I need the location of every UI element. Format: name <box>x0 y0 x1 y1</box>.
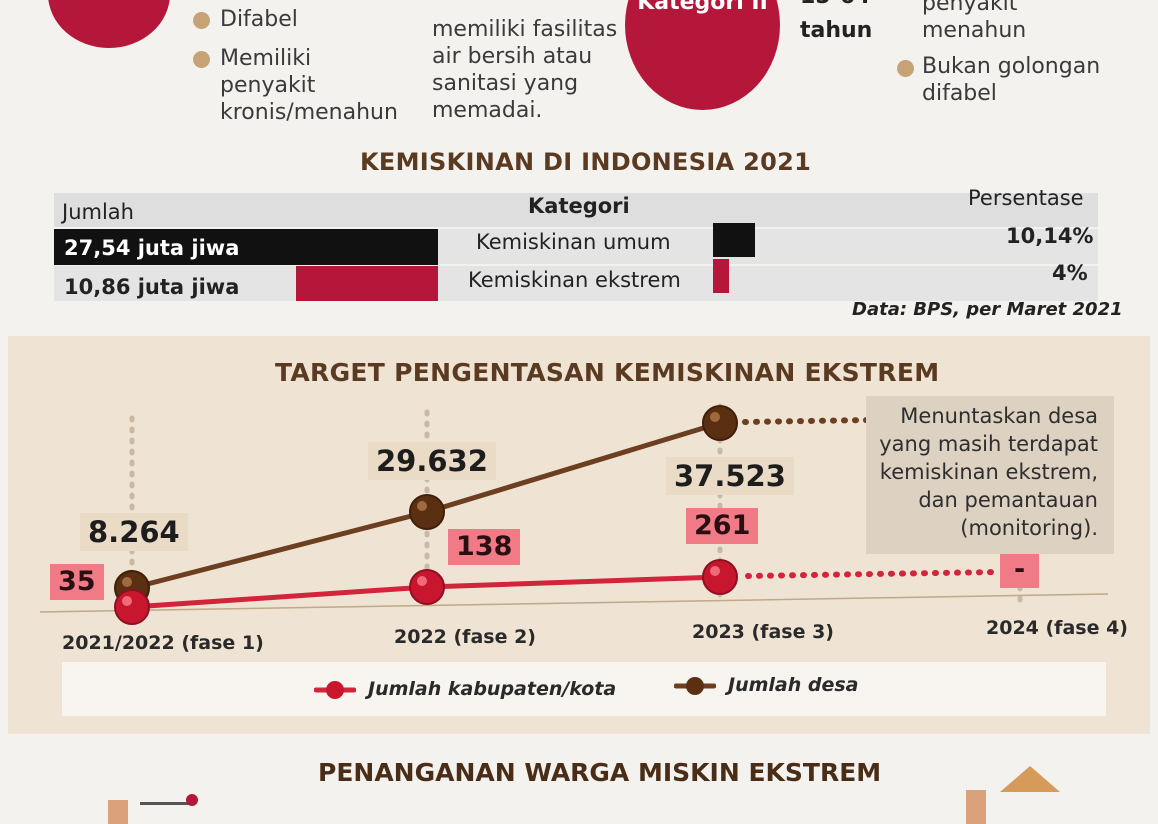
kab-point-highlight <box>417 576 427 586</box>
kab-label-4: - <box>1000 552 1040 588</box>
right-bullet-2: Bukan golongan difabel <box>922 54 1101 106</box>
bullet-dot <box>193 51 210 68</box>
left-bullet-2: Memiliki penyakit kronis/menahun <box>220 46 398 125</box>
annotation-line: yang masih terdapat <box>879 432 1098 456</box>
x-tick-label: 2023 (fase 3) <box>692 621 834 643</box>
bottom-house-icon <box>1000 766 1060 792</box>
legend-marker-kab <box>314 681 356 699</box>
right-bullet-1: penyakit menahun <box>922 0 1027 43</box>
bottom-number-icon <box>108 800 128 824</box>
table-source: Data: BPS, per Maret 2021 <box>852 299 1123 320</box>
kab-label-1: 35 <box>50 564 104 600</box>
desa-point <box>409 494 445 530</box>
kab-point-highlight <box>122 596 132 606</box>
table-row <box>54 266 1098 301</box>
chart-title: TARGET PENGENTASAN KEMISKINAN EKSTREM <box>275 358 940 387</box>
annotation-line: dan pemantauan <box>918 488 1098 512</box>
desa-label-3: 37.523 <box>666 457 794 495</box>
jumlah-bar <box>296 266 438 301</box>
desa-projection-line <box>742 417 873 425</box>
middle-line-2: air bersih atau <box>432 44 593 69</box>
jumlah-bar <box>54 229 438 265</box>
annotation-box: Menuntaskan desa yang masih terdapat kem… <box>866 396 1114 554</box>
section-title: PENANGANAN WARGA MISKIN EKSTREM <box>318 758 882 787</box>
bottom-line-icon <box>140 802 192 805</box>
persentase-bar <box>713 259 729 293</box>
x-axis-line <box>39 593 1109 613</box>
legend-label-desa: Jumlah desa <box>728 674 859 696</box>
middle-line-3: sanitasi yang <box>432 71 579 96</box>
bullet-dot <box>193 12 210 29</box>
left-bullet-1: Difabel <box>220 7 298 32</box>
kab-projection-line <box>745 569 1003 579</box>
category-circle-label: Kategori II <box>637 0 768 15</box>
legend-label-kab: Jumlah kabupaten/kota <box>368 678 617 700</box>
kab-label-3: 261 <box>686 508 759 544</box>
annotation-line: kemiskinan ekstrem, <box>879 460 1098 484</box>
kab-point <box>702 559 738 595</box>
desa-label-2: 29.632 <box>368 442 496 480</box>
desa-point <box>702 405 738 441</box>
kab-label-2: 138 <box>448 529 521 565</box>
kab-point-highlight <box>710 566 720 576</box>
kab-point <box>409 569 445 605</box>
annotation-line: Menuntaskan desa <box>900 404 1098 428</box>
x-tick-label: 2022 (fase 2) <box>394 626 536 648</box>
desa-label-1: 8.264 <box>80 513 188 551</box>
table-title: KEMISKINAN DI INDONESIA 2021 <box>360 148 812 176</box>
middle-line-4: memadai. <box>432 98 543 123</box>
header-persentase: Persentase <box>968 186 1084 210</box>
kab-point <box>114 589 150 625</box>
jumlah-value: 27,54 juta jiwa <box>64 236 240 260</box>
jumlah-value: 10,86 juta jiwa <box>64 275 240 299</box>
x-tick-label: 2024 (fase 4) <box>986 617 1128 639</box>
bullet-dot <box>897 60 914 77</box>
desa-point-highlight <box>710 412 720 422</box>
persentase-bar <box>713 223 755 257</box>
bottom-number-icon <box>966 790 986 824</box>
annotation-line: (monitoring). <box>960 516 1098 540</box>
age-unit: tahun <box>800 18 873 43</box>
bottom-pin-icon <box>186 794 198 806</box>
persentase-value: 4% <box>1052 261 1088 285</box>
middle-line-1: memiliki fasilitas <box>432 17 618 42</box>
x-tick-label: 2021/2022 (fase 1) <box>62 632 264 654</box>
persentase-value: 10,14% <box>1006 224 1094 248</box>
chart-legend: Jumlah kabupaten/kota Jumlah desa <box>62 662 1106 716</box>
kategori-value: Kemiskinan umum <box>476 230 671 254</box>
header-kategori: Kategori <box>528 194 630 218</box>
header-jumlah: Jumlah <box>62 200 134 224</box>
legend-marker-desa <box>674 677 716 695</box>
age-range: 15-64 <box>800 0 870 10</box>
desa-point-highlight <box>122 577 132 587</box>
table-header-row <box>54 193 1098 227</box>
desa-point-highlight <box>417 501 427 511</box>
kategori-value: Kemiskinan ekstrem <box>468 268 681 292</box>
